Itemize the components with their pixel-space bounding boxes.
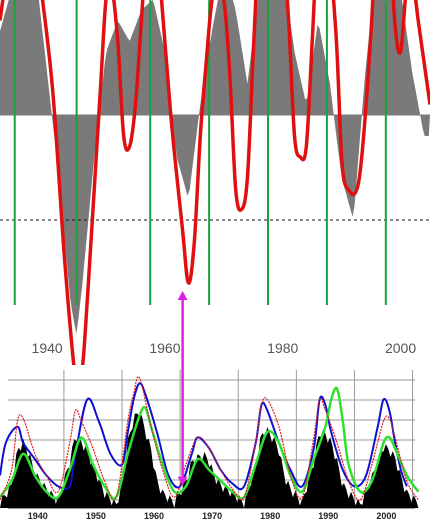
bottom-series-lines bbox=[0, 376, 420, 501]
bottom-tick-label-2: 1960 bbox=[144, 511, 164, 521]
top-tick-label-2: 1980 bbox=[267, 340, 298, 356]
histogram-area bbox=[0, 0, 430, 334]
red-series-line bbox=[0, 376, 419, 501]
sunspot-bar-fill bbox=[0, 413, 419, 509]
top-tick-label-1: 1960 bbox=[149, 340, 180, 356]
top-tick-label-3: 2000 bbox=[385, 340, 416, 356]
histogram-fill bbox=[0, 0, 430, 334]
bottom-tick-label-4: 1980 bbox=[260, 511, 280, 521]
oscillation-curve bbox=[0, 0, 430, 365]
top-tick-label-0: 1940 bbox=[32, 340, 63, 356]
red-oscillation-line bbox=[0, 0, 430, 365]
bottom-tick-label-1: 1950 bbox=[86, 511, 106, 521]
bottom-sunspot-chart: 1940 1950 1960 1970 1980 1990 2000 bbox=[0, 370, 420, 521]
bottom-tick-label-3: 1970 bbox=[202, 511, 222, 521]
bottom-tick-label-5: 1990 bbox=[318, 511, 338, 521]
bottom-tick-label-0: 1940 bbox=[28, 511, 48, 521]
bottom-tick-label-6: 2000 bbox=[376, 511, 396, 521]
sunspot-bars bbox=[0, 413, 419, 509]
cycle-marker-lines bbox=[13, 0, 387, 305]
green-series-line bbox=[0, 386, 420, 500]
bottom-x-tick-labels: 1940 1950 1960 1970 1980 1990 2000 bbox=[28, 511, 397, 521]
top-x-tick-labels: 1940 1960 1980 2000 bbox=[32, 340, 417, 356]
